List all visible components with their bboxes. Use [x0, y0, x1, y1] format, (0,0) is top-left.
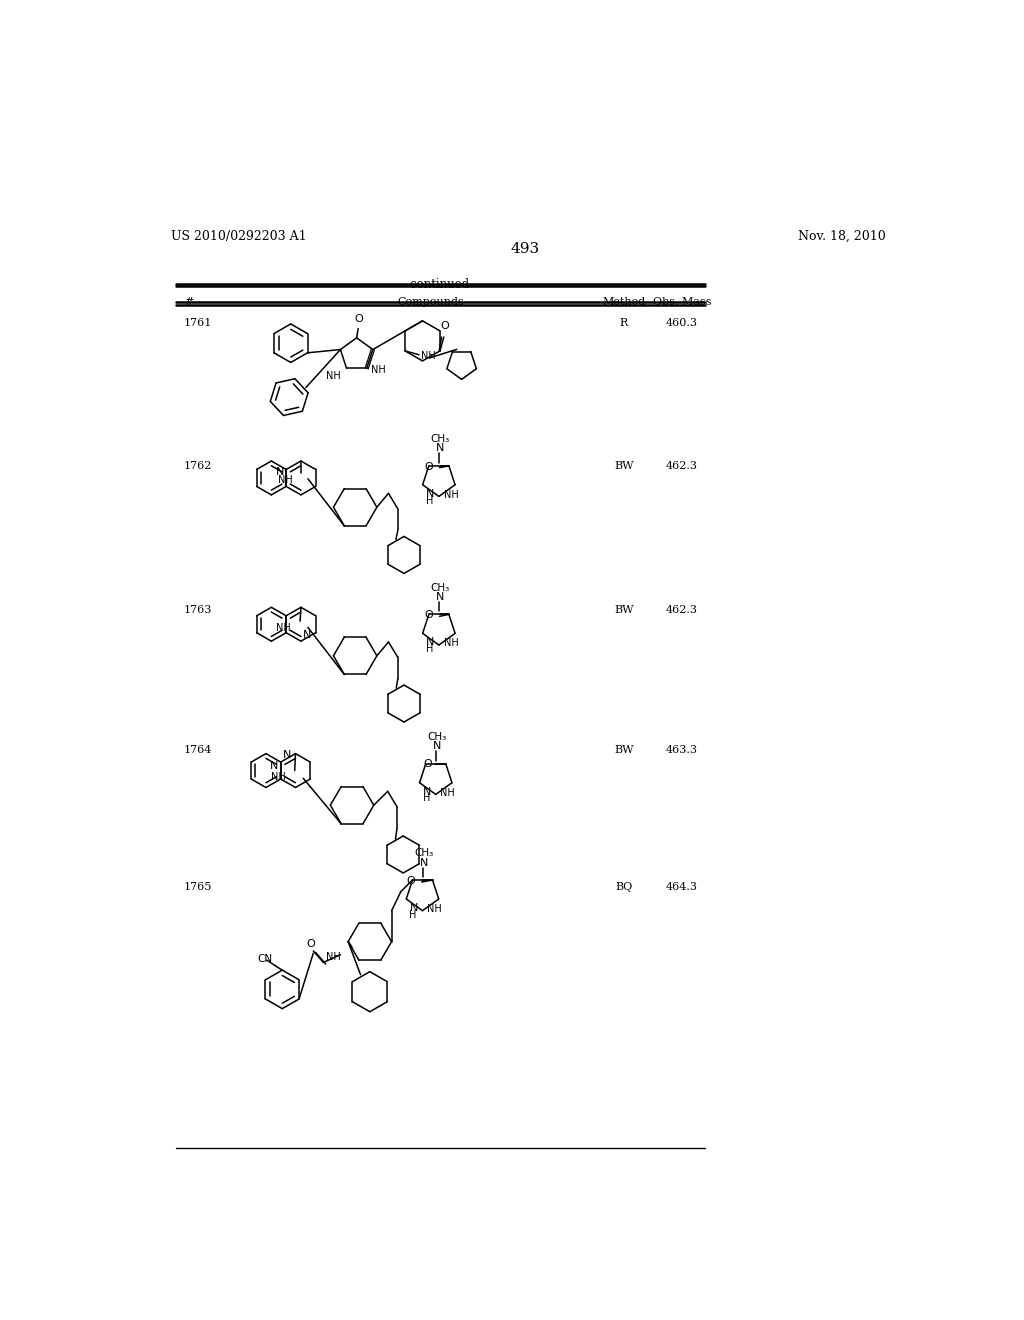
Text: BW: BW — [614, 605, 634, 615]
Text: Method: Method — [602, 297, 645, 308]
Text: N: N — [426, 488, 434, 499]
Text: -continued: -continued — [407, 277, 470, 290]
Text: NH: NH — [326, 953, 340, 962]
Text: Nov. 18, 2010: Nov. 18, 2010 — [798, 230, 886, 243]
Text: O: O — [354, 314, 364, 323]
Text: NH: NH — [443, 639, 459, 648]
Text: 493: 493 — [510, 242, 540, 256]
Text: 463.3: 463.3 — [667, 744, 698, 755]
Text: N: N — [284, 750, 292, 760]
Text: O: O — [440, 321, 449, 331]
Text: O: O — [407, 875, 416, 886]
Text: N: N — [410, 903, 418, 913]
Text: NH: NH — [440, 788, 455, 797]
Text: CH₃: CH₃ — [431, 582, 450, 593]
Text: O: O — [425, 610, 433, 620]
Text: 1765: 1765 — [183, 882, 212, 892]
Text: 460.3: 460.3 — [667, 318, 698, 327]
Text: O: O — [423, 759, 432, 768]
Text: 1763: 1763 — [183, 605, 212, 615]
Text: NH: NH — [270, 772, 286, 781]
Text: N: N — [423, 787, 431, 796]
Text: O: O — [425, 462, 433, 471]
Text: 462.3: 462.3 — [667, 461, 698, 471]
Text: CH₃: CH₃ — [428, 733, 446, 742]
Text: NH: NH — [427, 904, 442, 915]
Text: BW: BW — [614, 461, 634, 471]
Text: NH: NH — [443, 490, 459, 500]
Text: H: H — [426, 644, 433, 655]
Text: US 2010/0292203 A1: US 2010/0292203 A1 — [171, 230, 306, 243]
Text: NH: NH — [326, 371, 340, 380]
Text: NH: NH — [279, 475, 293, 484]
Text: N: N — [436, 591, 444, 602]
Text: BQ: BQ — [615, 882, 633, 892]
Text: 464.3: 464.3 — [667, 882, 698, 892]
Text: CH₃: CH₃ — [415, 849, 434, 858]
Text: 1762: 1762 — [183, 461, 212, 471]
Text: H: H — [423, 793, 430, 804]
Text: BW: BW — [614, 744, 634, 755]
Text: #: # — [183, 297, 194, 308]
Text: 1761: 1761 — [183, 318, 212, 327]
Text: 462.3: 462.3 — [667, 605, 698, 615]
Text: CN: CN — [257, 954, 272, 964]
Text: N: N — [426, 638, 434, 647]
Text: Obs. Mass: Obs. Mass — [653, 297, 712, 308]
Text: 1764: 1764 — [183, 744, 212, 755]
Text: NH: NH — [421, 351, 436, 362]
Text: N: N — [420, 858, 428, 867]
Text: H: H — [410, 909, 417, 920]
Text: N: N — [270, 760, 279, 771]
Text: N: N — [302, 630, 311, 640]
Text: CH₃: CH₃ — [431, 434, 450, 444]
Text: N: N — [436, 444, 444, 453]
Text: Compounds: Compounds — [397, 297, 464, 308]
Text: NH: NH — [371, 366, 385, 375]
Text: N: N — [433, 742, 441, 751]
Text: O: O — [306, 939, 315, 949]
Text: N: N — [276, 467, 285, 477]
Text: NH: NH — [276, 623, 291, 632]
Text: R: R — [620, 318, 628, 327]
Text: H: H — [426, 495, 433, 506]
